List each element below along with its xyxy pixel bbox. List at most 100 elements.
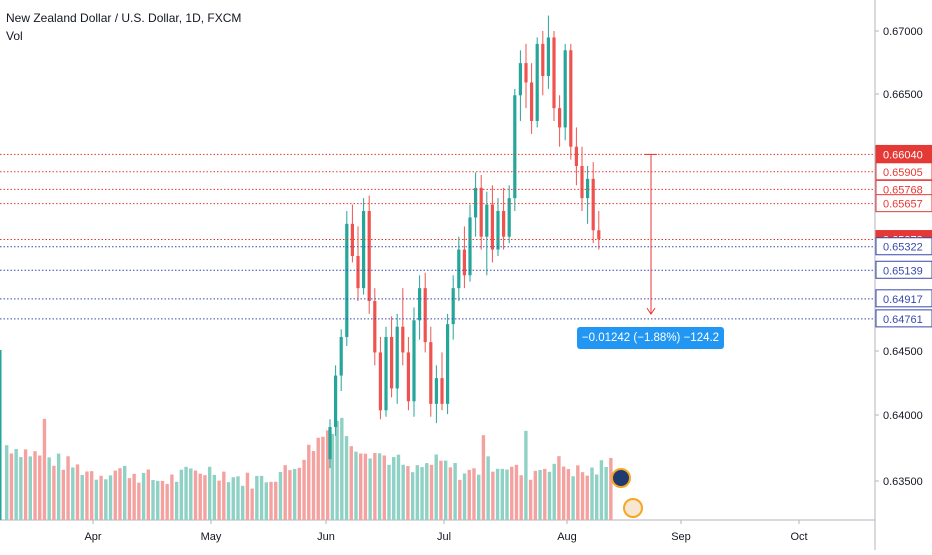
y-tick-label: 0.66500 (883, 89, 923, 101)
volume-bar (212, 474, 217, 520)
volume-bar (609, 457, 613, 520)
volume-bar (510, 466, 514, 520)
nz-flag-icon (611, 468, 631, 488)
volume-bar (330, 433, 335, 520)
volume-bar (236, 476, 240, 520)
candle-body (580, 166, 584, 199)
volume-bar (42, 418, 47, 520)
volume-label: Vol (6, 29, 23, 43)
volume-bar (56, 453, 61, 520)
volume-bar (23, 449, 28, 520)
x-tick-label: Aug (557, 531, 577, 543)
candle-body (546, 37, 550, 76)
chart-title: New Zealand Dollar / U.S. Dollar, 1D, FX… (6, 11, 242, 25)
volume-bar (420, 467, 424, 520)
volume-bar (264, 482, 268, 520)
volume-bar (75, 464, 80, 520)
volume-bar (33, 451, 37, 520)
volume-bar (415, 465, 420, 520)
volume-bar (340, 417, 344, 520)
volume-bar (269, 481, 273, 520)
volume-bar (52, 465, 56, 520)
volume-bar (307, 444, 311, 520)
candle-body (530, 82, 534, 121)
x-tick-label: Jul (437, 531, 451, 543)
price-level-label: 0.65768 (883, 184, 923, 196)
price-level-label: 0.65139 (883, 265, 923, 277)
volume-bar (28, 456, 32, 520)
volume-bar (387, 464, 391, 520)
candle-body (339, 337, 343, 376)
volume-bar (595, 474, 599, 520)
volume-bar (467, 469, 471, 520)
candle-body (513, 95, 517, 199)
candle-body (518, 63, 522, 96)
candle-body (591, 178, 595, 231)
candle-body (367, 211, 371, 301)
candle-body (395, 326, 399, 389)
volume-bar (500, 468, 504, 520)
volume-bar (439, 460, 443, 520)
volume-bar (89, 471, 94, 520)
price-level-label: 0.66040 (883, 149, 923, 161)
volume-bar (425, 463, 429, 520)
volume-bar (443, 460, 448, 520)
volume-bar (401, 464, 405, 520)
volume-bar (231, 477, 235, 520)
candle-body (328, 427, 332, 460)
volume-bar (222, 471, 226, 520)
volume-bar (250, 488, 254, 520)
volume-bar (123, 465, 127, 520)
price-level-tag (875, 289, 932, 308)
volume-bar (349, 446, 353, 520)
volume-bar (160, 480, 165, 520)
x-tick-label: Jun (317, 531, 335, 543)
candle-body (412, 320, 416, 402)
volume-bar (61, 469, 66, 520)
volume-bar (557, 456, 561, 520)
volume-bar (217, 480, 221, 520)
candle-body (569, 50, 573, 147)
volume-bar (377, 453, 382, 520)
candle-body (446, 324, 450, 404)
volume-bar (94, 479, 99, 520)
volume-bar (472, 468, 476, 520)
volume-bar (226, 482, 231, 520)
volume-bar (580, 472, 585, 520)
volume-bar (321, 436, 325, 520)
volume-bar (165, 483, 169, 520)
volume-bar (538, 470, 542, 520)
volume-bar (406, 466, 410, 520)
candle-body (462, 249, 466, 276)
candle-body (390, 337, 394, 389)
volume-bar (245, 472, 250, 520)
volume-bar (255, 475, 259, 520)
price-level-label: 0.64761 (883, 314, 923, 326)
volume-bar (47, 457, 51, 520)
volume-bar (486, 456, 490, 520)
candle-body (384, 337, 388, 411)
volume-bar (434, 454, 438, 520)
volume-bar (495, 468, 500, 520)
volume-bar (14, 449, 18, 520)
volume-bar (325, 430, 330, 520)
candle-body (541, 43, 545, 76)
candle-body (563, 50, 567, 128)
volume-bar (458, 479, 462, 520)
volume-bar (552, 463, 556, 520)
candle-body (558, 108, 562, 128)
volume-bar (481, 435, 486, 520)
volume-bar (137, 482, 141, 520)
volume-bar (193, 470, 198, 520)
volume-bar (335, 420, 339, 520)
y-tick-label: 0.63500 (883, 476, 923, 488)
candle-body (350, 223, 354, 256)
candle-body (457, 249, 461, 289)
volume-bar (382, 455, 386, 520)
price-level-label: 0.65905 (883, 167, 923, 179)
volume-bar (156, 480, 160, 520)
price-level-label: 0.65657 (883, 199, 923, 211)
measure-result-label: −0.01242 (−1.88%) −124.2 (577, 327, 724, 349)
